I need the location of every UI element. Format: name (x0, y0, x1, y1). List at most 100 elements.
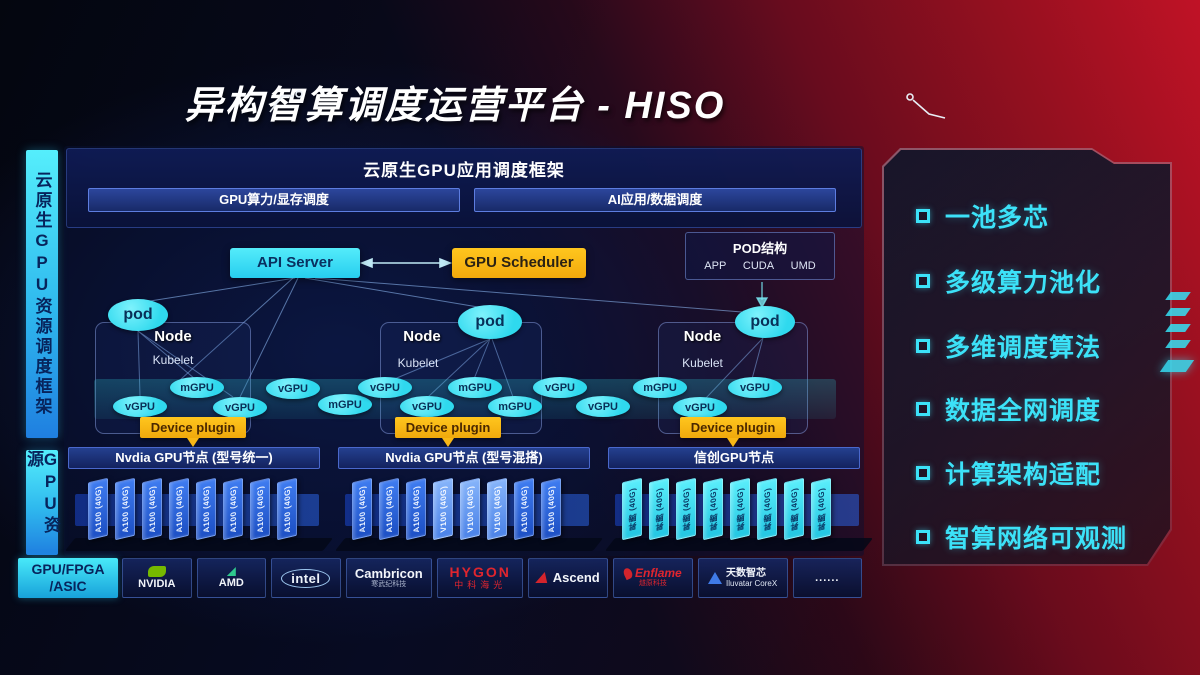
gpu-card: 昇腾 (40G) (622, 477, 642, 541)
api-server-box[interactable]: API Server (230, 248, 360, 278)
device-plugin-3[interactable]: Device plugin (680, 417, 786, 438)
device-plugin-arrow-icon (187, 438, 199, 447)
gpu-card: A100 (40G) (88, 477, 108, 541)
device-plugin-arrow-icon (727, 438, 739, 447)
hardware-type-label: GPU/FPGA /ASIC (18, 558, 118, 598)
gpu-card: V100 (40G) (487, 477, 507, 541)
page-title: 异构智算调度运营平台 - HISO (184, 85, 726, 127)
gpu-group-label-xinchuang: 信创GPU节点 (608, 447, 860, 469)
feature-item: 数据全网调度 (916, 391, 1101, 427)
pod-ellipse[interactable]: pod (458, 305, 522, 339)
pod-structure-title: POD结构 (732, 241, 788, 256)
gpu-group-label-uniform: Nvdia GPU节点 (型号统一) (68, 447, 320, 469)
square-bullet-icon (916, 530, 930, 544)
card-platform (64, 538, 334, 551)
gpu-scheduler-box[interactable]: GPU Scheduler (452, 248, 586, 278)
node-2-label: Node (403, 328, 441, 345)
gpu-card: A100 (40G) (115, 477, 135, 541)
gpu-card: V100 (40G) (433, 477, 453, 541)
gpu-ellipse[interactable]: vGPU (728, 377, 782, 398)
gpu-ellipse[interactable]: vGPU (400, 396, 454, 417)
hazard-stripe-icon (1165, 308, 1191, 316)
rail-gpu-resource: GPU资源 (24, 450, 60, 555)
gpu-card: 昇腾 (40G) (784, 477, 804, 541)
gpu-card: A100 (40G) (196, 477, 216, 541)
gpu-ellipse[interactable]: vGPU (673, 397, 727, 418)
gpu-ellipse[interactable]: vGPU (358, 377, 412, 398)
gpu-card: A100 (40G) (379, 477, 399, 541)
gpu-ellipse[interactable]: mGPU (448, 377, 502, 398)
gpu-ellipse[interactable]: vGPU (533, 377, 587, 398)
ascend-logo-icon (534, 572, 551, 584)
feature-item: 智算网络可观测 (916, 519, 1127, 555)
title-decor-right-icon (906, 93, 946, 119)
pod-structure-box: POD结构 APP CUDA UMD (685, 232, 835, 280)
gpu-ellipse[interactable]: vGPU (113, 396, 167, 417)
gpu-ellipse[interactable]: mGPU (633, 377, 687, 398)
gpu-card: A100 (40G) (277, 477, 297, 541)
node-1-label: Node (154, 328, 192, 345)
vendor-cambricon: Cambricon 寒武纪科技 (345, 558, 432, 598)
gpu-card: A100 (40G) (223, 477, 243, 541)
vendor-row: NVIDIA AMD intel Cambricon 寒武纪科技 HYGON 中… (122, 558, 863, 598)
gpu-ellipse[interactable]: vGPU (213, 397, 267, 418)
feature-item: 一池多芯 (916, 198, 1049, 234)
vendor-iluvatar: 天数智芯 Iluvatar CoreX (697, 558, 788, 598)
card-platform (604, 538, 874, 551)
gpu-card: A100 (40G) (514, 477, 534, 541)
pod-layer-app: APP (704, 260, 727, 272)
feature-item: 计算架构适配 (916, 455, 1101, 491)
square-bullet-icon (916, 466, 930, 480)
device-plugin-1[interactable]: Device plugin (140, 417, 246, 438)
vendor-amd: AMD (196, 558, 267, 598)
square-bullet-icon (916, 339, 930, 353)
intel-logo-icon: intel (281, 568, 331, 588)
gpu-card: A100 (40G) (541, 477, 561, 541)
pod-layer-umd: UMD (790, 260, 816, 272)
gpu-card: A100 (40G) (250, 477, 270, 541)
pod-ellipse[interactable]: pod (735, 306, 795, 338)
gpu-card: A100 (40G) (406, 477, 426, 541)
rail-resource-label: GPU资源 (24, 450, 60, 536)
gpu-card: 昇腾 (40G) (757, 477, 777, 541)
vendor-nvidia: NVIDIA (122, 558, 192, 598)
gpu-card: V100 (40G) (460, 477, 480, 541)
gpu-card: 昇腾 (40G) (676, 477, 696, 541)
feature-item: 多维调度算法 (916, 328, 1101, 364)
gpu-card: 昇腾 (40G) (730, 477, 750, 541)
hazard-stripe-icon (1165, 324, 1191, 332)
node-3-label: Node (683, 328, 722, 345)
vendor-more: ...... (792, 558, 863, 598)
node-2-kubelet: Kubelet (397, 356, 439, 370)
gpu-card: 昇腾 (40G) (703, 477, 723, 541)
vendor-ascend: Ascend (528, 558, 609, 598)
bar-gpu-compute-scheduling[interactable]: GPU算力/显存调度 (88, 188, 460, 212)
gpu-ellipse[interactable]: mGPU (318, 394, 372, 415)
device-plugin-arrow-icon (442, 438, 454, 447)
rail-cloud-native-framework: 云原生GPU资源调度框架 (26, 150, 58, 438)
hazard-stripe-icon (1165, 292, 1191, 300)
gpu-ellipse[interactable]: mGPU (488, 396, 542, 417)
gpu-ellipse[interactable]: vGPU (576, 396, 630, 417)
square-bullet-icon (916, 274, 930, 288)
square-bullet-icon (916, 209, 930, 223)
vendor-intel: intel (271, 558, 341, 598)
pod-ellipse[interactable]: pod (108, 299, 168, 331)
feature-panel: 一池多芯 多级算力池化 多维调度算法 数据全网调度 计算架构适配 智算网络可观测 (882, 148, 1172, 566)
rail-framework-label: 云原生GPU资源调度框架 (32, 171, 52, 417)
gpu-card: A100 (40G) (352, 477, 372, 541)
gpu-ellipse[interactable]: vGPU (266, 378, 320, 399)
gpu-ellipse[interactable]: mGPU (170, 377, 224, 398)
title-decor-left-icon (269, 90, 303, 113)
gpu-card: 昇腾 (40G) (811, 477, 831, 541)
hazard-stripe-icon (1165, 340, 1191, 348)
pod-layer-cuda: CUDA (742, 260, 775, 272)
bar-ai-data-scheduling[interactable]: AI应用/数据调度 (474, 188, 836, 212)
feature-panel-inner: 一池多芯 多级算力池化 多维调度算法 数据全网调度 计算架构适配 智算网络可观测 (884, 150, 1170, 564)
card-platform (334, 538, 604, 551)
gpu-card: A100 (40G) (142, 477, 162, 541)
device-plugin-2[interactable]: Device plugin (395, 417, 501, 438)
square-bullet-icon (916, 402, 930, 416)
gpu-card: 昇腾 (40G) (649, 477, 669, 541)
amd-logo-icon (226, 566, 236, 576)
